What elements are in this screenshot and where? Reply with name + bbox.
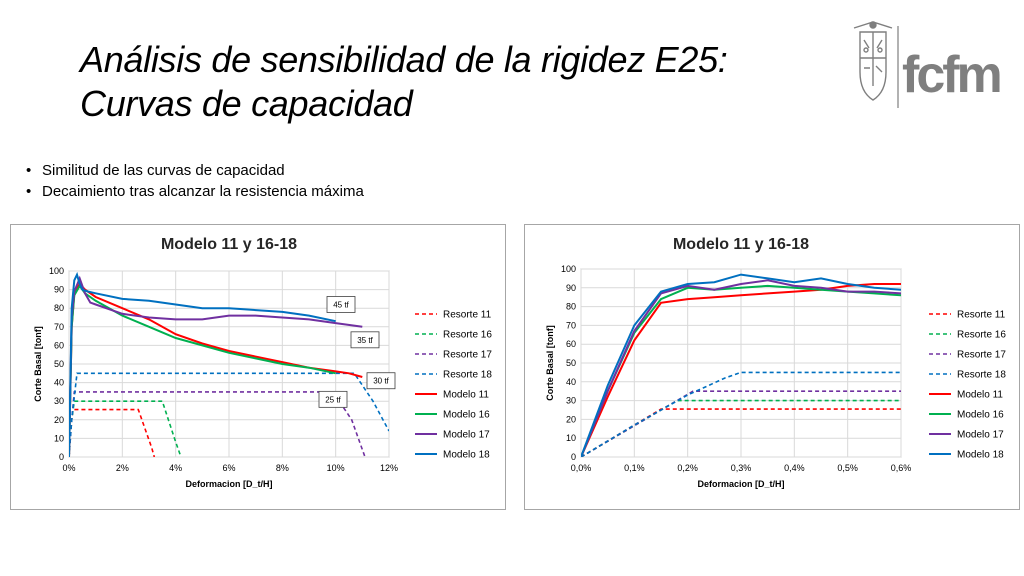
series-line-modelo-18 — [581, 273, 901, 457]
x-axis-label: Deformacion [D_t/H] — [185, 479, 272, 489]
bullet-list: Similitud de las curvas de capacidad Dec… — [24, 160, 364, 202]
slide-title-line-2: Curvas de capacidad — [80, 83, 413, 124]
chart-title: Modelo 11 y 16-18 — [161, 236, 297, 253]
legend-label: Resorte 18 — [443, 370, 492, 381]
y-tick-label: 60 — [54, 340, 64, 350]
fcfm-logo: fcfm — [853, 21, 1004, 108]
x-tick-label: 0,3% — [731, 463, 752, 473]
legend-label: Modelo 11 — [957, 390, 1003, 401]
capacity-chart-full-range: Modelo 11 y 16-18 0 10 20 30 40 50 60 70 80 90 100 0… — [10, 224, 506, 510]
x-tick-label: 0,1% — [624, 463, 645, 473]
x-tick-label: 4% — [169, 463, 182, 473]
legend-label: Modelo 11 — [443, 390, 489, 401]
annotation-callout: 35 tf — [350, 331, 380, 349]
y-tick-label: 70 — [566, 320, 576, 330]
legend-label: Modelo 17 — [957, 430, 1004, 441]
x-tick-label: 0,6% — [891, 463, 912, 473]
series-line-modelo-16 — [69, 284, 336, 457]
logo-text: fcfm — [902, 46, 1001, 104]
y-tick-label: 80 — [566, 302, 576, 312]
y-tick-label: 30 — [566, 396, 576, 406]
y-tick-label: 50 — [54, 359, 64, 369]
slide-title-line-1: Análisis de sensibilidad de la rigidez E… — [80, 39, 728, 80]
y-tick-label: 90 — [566, 283, 576, 293]
x-tick-label: 0,2% — [677, 463, 698, 473]
annotation-box — [326, 296, 356, 313]
x-tick-label: 0,4% — [784, 463, 805, 473]
series-line-resorte-18 — [69, 372, 389, 457]
chart-svg-left: Modelo 11 y 16-18 0 10 20 30 40 50 60 70 80 90 100 0… — [33, 236, 492, 489]
legend-label: Resorte 18 — [957, 370, 1006, 381]
y-tick-label: 40 — [54, 378, 64, 388]
y-tick-label: 0 — [59, 452, 64, 462]
y-tick-label: 100 — [49, 266, 64, 276]
slide-title: Análisis de sensibilidad de la rigidez E… — [80, 38, 840, 126]
x-tick-label: 0% — [62, 463, 75, 473]
y-tick-label: 50 — [566, 358, 576, 368]
x-tick-label: 0,5% — [837, 463, 858, 473]
x-tick-label: 0,0% — [571, 463, 592, 473]
chart-title: Modelo 11 y 16-18 — [673, 236, 809, 253]
annotation-callout: 25 tf — [318, 390, 348, 408]
y-tick-label: 0 — [571, 452, 576, 462]
chart-svg-right: Modelo 11 y 16-18 0 10 20 30 40 50 60 70 80 90 100 0… — [545, 236, 1006, 489]
y-tick-label: 30 — [54, 396, 64, 406]
legend-label: Modelo 16 — [957, 410, 1004, 421]
annotation-label: 30 tf — [373, 377, 389, 386]
bullet-item: Decaimiento tras alcanzar la resistencia… — [24, 181, 364, 202]
series-line-modelo-17 — [581, 279, 901, 457]
capacity-chart-zoomed: Modelo 11 y 16-18 0 10 20 30 40 50 60 70 80 90 100 0… — [524, 224, 1020, 510]
legend-label: Resorte 16 — [443, 330, 492, 341]
y-tick-label: 10 — [566, 433, 576, 443]
x-tick-label: 10% — [327, 463, 345, 473]
legend-label: Resorte 17 — [957, 350, 1006, 361]
y-tick-label: 70 — [54, 322, 64, 332]
y-axis-label: Corte Basal [tonf] — [33, 326, 43, 402]
legend-label: Modelo 16 — [443, 410, 490, 421]
annotation-box — [350, 331, 380, 349]
x-tick-label: 6% — [222, 463, 235, 473]
x-axis-label: Deformacion [D_t/H] — [697, 479, 784, 489]
bullet-item: Similitud de las curvas de capacidad — [24, 160, 364, 181]
annotation-label: 45 tf — [333, 300, 349, 309]
annotation-label: 35 tf — [357, 336, 373, 345]
legend-label: Resorte 16 — [957, 330, 1006, 341]
coat-of-arms-icon — [853, 21, 893, 101]
y-tick-label: 90 — [54, 285, 64, 295]
y-tick-label: 40 — [566, 377, 576, 387]
annotation-callout: 30 tf — [366, 372, 396, 390]
y-tick-label: 60 — [566, 339, 576, 349]
annotation-box — [318, 390, 348, 408]
y-tick-label: 20 — [54, 415, 64, 425]
annotation-box — [366, 372, 396, 390]
y-tick-label: 100 — [561, 264, 576, 274]
x-tick-label: 12% — [380, 463, 398, 473]
legend-label: Resorte 17 — [443, 350, 492, 361]
legend-label: Resorte 11 — [957, 310, 1006, 321]
x-tick-label: 2% — [116, 463, 129, 473]
legend-label: Modelo 18 — [957, 450, 1004, 461]
annotation-callout: 45 tf — [326, 296, 356, 313]
legend-label: Modelo 18 — [443, 450, 490, 461]
y-axis-label: Corte Basal [tonf] — [545, 325, 555, 401]
series-line-modelo-18 — [69, 271, 336, 457]
university-logo: fcfm — [846, 20, 1006, 116]
series-line-modelo-11 — [581, 283, 901, 457]
y-tick-label: 80 — [54, 303, 64, 313]
annotation-label: 25 tf — [325, 395, 341, 404]
y-tick-label: 20 — [566, 414, 576, 424]
y-tick-label: 10 — [54, 433, 64, 443]
series-line-modelo-17 — [69, 275, 363, 457]
series-line-resorte-18 — [581, 371, 901, 457]
legend-label: Modelo 17 — [443, 430, 490, 441]
x-tick-label: 8% — [276, 463, 289, 473]
legend-label: Resorte 11 — [443, 310, 492, 321]
